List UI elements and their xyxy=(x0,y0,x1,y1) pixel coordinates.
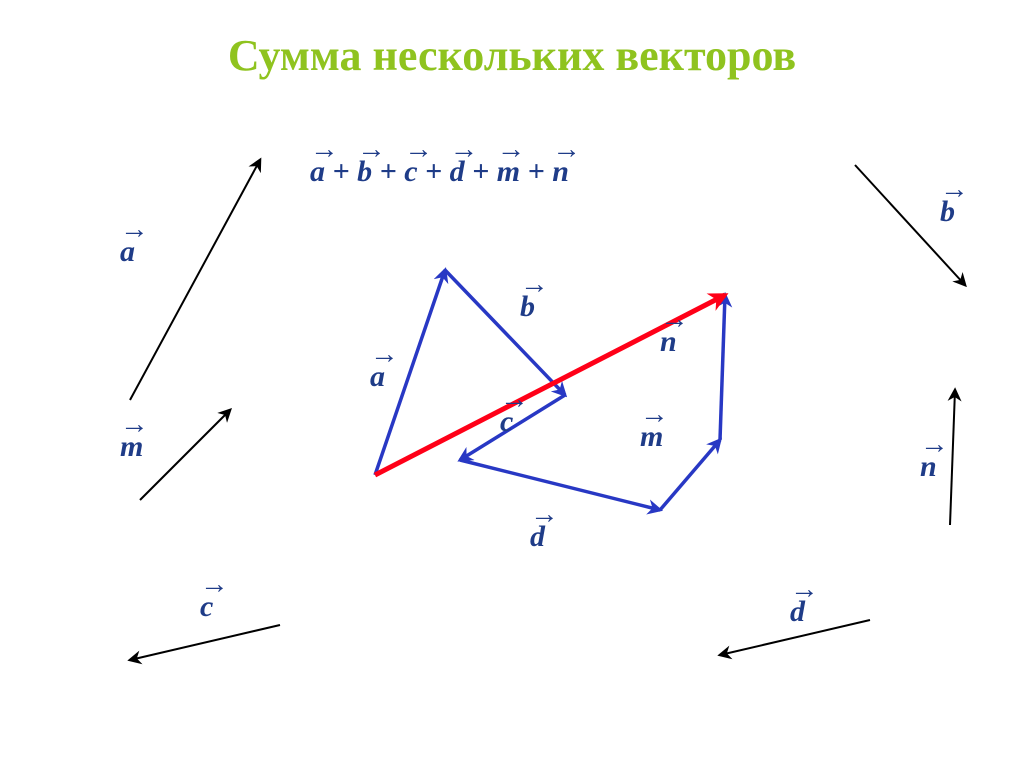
scattered-label-m: m xyxy=(120,430,143,464)
chain-label-n: n xyxy=(660,325,677,359)
scattered-label-b: b xyxy=(940,195,955,229)
scattered-label-a: a xyxy=(120,235,135,269)
chain-vector-m xyxy=(660,440,720,510)
chain-label-d: d xyxy=(530,520,545,554)
scattered-label-d: d xyxy=(790,595,805,629)
chain-label-b: b xyxy=(520,290,535,324)
chain-label-a: a xyxy=(370,360,385,394)
scattered-vector-a xyxy=(130,160,260,400)
chain-vector-n xyxy=(720,295,725,440)
scattered-label-n: n xyxy=(920,450,937,484)
chain-label-c: c xyxy=(500,405,513,439)
scattered-vector-n xyxy=(950,390,955,525)
chain-label-m: m xyxy=(640,420,663,454)
scattered-label-c: c xyxy=(200,590,213,624)
chain-vector-d xyxy=(460,460,660,510)
scattered-vector-c xyxy=(130,625,280,660)
scattered-vector-m xyxy=(140,410,230,500)
